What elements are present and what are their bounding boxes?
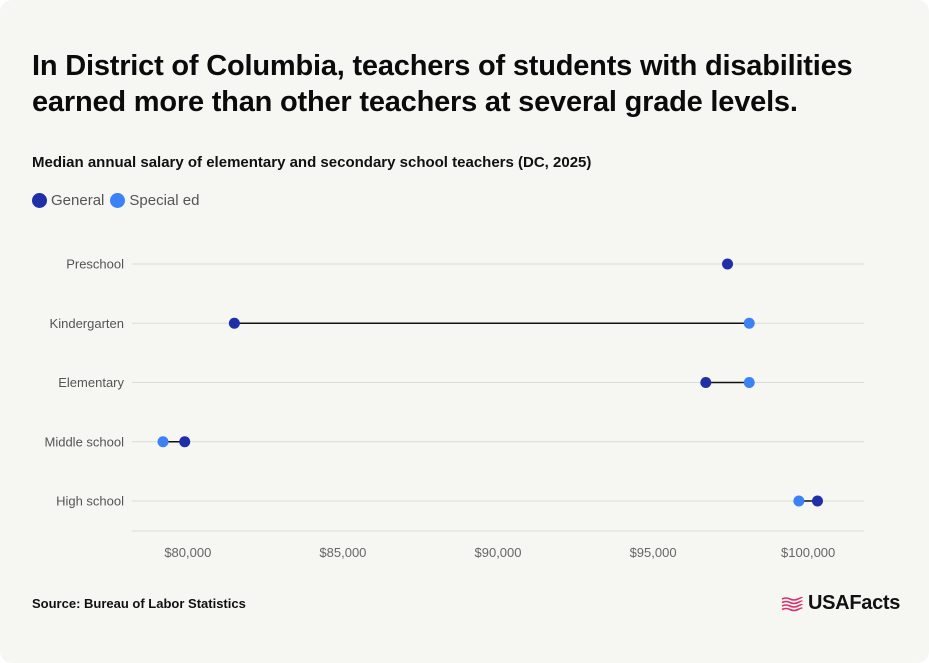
source-note: Source: Bureau of Labor Statistics: [32, 596, 246, 611]
general-point: [722, 258, 734, 270]
x-tick-label: $85,000: [319, 545, 366, 560]
legend-item-special-ed: Special ed: [110, 192, 199, 209]
general-point: [179, 436, 191, 448]
general-point: [700, 377, 712, 388]
legend-label-special-ed: Special ed: [129, 192, 200, 209]
legend: General Special ed: [32, 192, 205, 209]
category-label: Middle school: [45, 434, 125, 449]
category-label: Elementary: [58, 375, 124, 390]
general-point: [811, 495, 823, 507]
legend-dot-special-ed: [110, 193, 126, 208]
special-ed-point: [157, 436, 169, 448]
x-tick-label: $80,000: [164, 545, 211, 560]
special-ed-point: [743, 317, 755, 329]
legend-label-general: General: [51, 192, 105, 209]
chart-title: In District of Columbia, teachers of stu…: [32, 50, 853, 118]
general-point: [228, 317, 240, 329]
category-label: High school: [56, 494, 124, 509]
x-tick-label: $95,000: [630, 545, 677, 560]
special-ed-point: [793, 495, 805, 507]
legend-dot-general: [32, 193, 47, 208]
logo-text: USAFacts: [808, 592, 901, 614]
x-tick-label: $100,000: [781, 545, 835, 560]
legend-item-general: General: [32, 192, 104, 209]
category-label: Kindergarten: [50, 316, 124, 331]
flag-logo-icon: [781, 596, 803, 611]
chart-subtitle: Median annual salary of elementary and s…: [32, 154, 592, 171]
x-tick-label: $90,000: [475, 545, 522, 560]
category-label: Preschool: [66, 257, 124, 272]
special-ed-point: [743, 377, 755, 388]
usafacts-logo: USAFacts: [780, 592, 900, 615]
